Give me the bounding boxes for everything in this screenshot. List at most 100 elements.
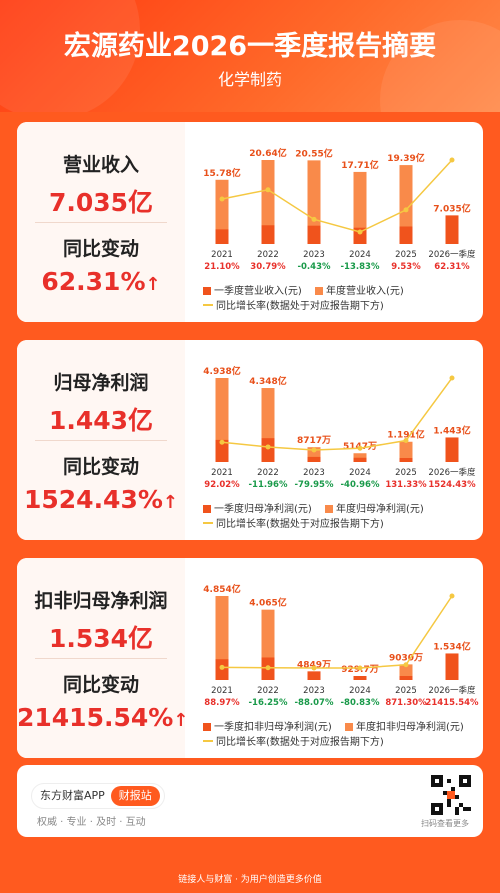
page-subtitle: 化学制药 [217, 70, 282, 89]
growth-point [403, 438, 409, 444]
growth-label: 1524.43% [428, 480, 476, 490]
change-value: 21415.54%↑ [17, 703, 188, 732]
revenue-card: 营业收入 7.035亿 同比变动 62.31%↑ 15.78亿 2021 21.10… [17, 122, 483, 322]
growth-label: 131.33% [385, 480, 427, 490]
value-label: 19.39亿 [387, 152, 424, 164]
q1-bar [445, 215, 459, 244]
category-label: 2024 [349, 686, 371, 696]
metric-value: 7.035亿 [48, 188, 154, 217]
legend-annual: 年度归母净利润(元) [336, 504, 424, 515]
annual-bar [261, 160, 275, 244]
q1-bar [353, 676, 367, 680]
chart-panel: 4.854亿 2021 88.97% 4.065亿 2022 -16.25% 4849万 20… [185, 558, 483, 758]
growth-label: -11.96% [249, 480, 288, 490]
category-label: 2023 [303, 686, 325, 696]
legend-swatch-growth [203, 522, 213, 524]
divider [35, 658, 167, 659]
growth-label: -40.96% [341, 480, 380, 490]
legend-growth: 同比增长率(数据处于对应报告期下方) [216, 737, 384, 748]
growth-point [403, 662, 409, 668]
change-value: 1524.43%↑ [17, 485, 185, 514]
legend-growth: 同比增长率(数据处于对应报告期下方) [216, 301, 384, 312]
value-label: 1.191亿 [387, 429, 424, 441]
growth-point [219, 196, 225, 202]
legend-swatch-q1 [203, 505, 211, 513]
growth-line [221, 595, 453, 669]
growth-label: 30.79% [250, 262, 286, 272]
value-label: 1.534亿 [433, 640, 470, 652]
chart-legend: 一季度归母净利润(元) 年度归母净利润(元) 同比增长率(数据处于对应报告期下方… [203, 500, 424, 530]
q1-bar [261, 225, 275, 244]
metric-block: 扣非归母净利润 1.534亿 [17, 586, 185, 655]
growth-point [219, 439, 225, 445]
growth-label: -16.25% [249, 698, 288, 708]
change-value: 62.31%↑ [17, 267, 185, 296]
q1-bar [399, 226, 413, 244]
legend-annual: 年度扣非归母净利润(元) [356, 722, 464, 733]
category-label: 2026一季度 [428, 249, 476, 260]
q1-bar [307, 225, 321, 244]
category-label: 2021 [211, 468, 233, 478]
q1-bar [215, 439, 229, 462]
change-number: 21415.54% [17, 703, 174, 732]
metric-label: 归母净利润 [53, 372, 149, 394]
growth-label: -0.43% [297, 262, 330, 272]
value-label: 8717万 [297, 435, 331, 446]
growth-point [311, 447, 317, 453]
annual-bar [353, 171, 367, 244]
metric-panel: 营业收入 7.035亿 同比变动 62.31%↑ [17, 122, 185, 322]
legend-swatch-q1 [203, 723, 211, 731]
category-label: 2021 [211, 686, 233, 696]
value-label: 4.854亿 [203, 583, 240, 595]
value-label: 17.71亿 [341, 159, 378, 171]
category-label: 2023 [303, 468, 325, 478]
annual-bar [353, 453, 367, 462]
legend-swatch-annual [315, 287, 323, 295]
q1-bar [353, 457, 367, 462]
qr-caption: 扫码查看更多 [421, 819, 469, 828]
category-label: 2022 [257, 250, 279, 260]
change-block: 同比变动 62.31%↑ [17, 234, 185, 296]
growth-point [311, 665, 317, 671]
value-label: 7.035亿 [433, 202, 470, 214]
legend-swatch-annual [325, 505, 333, 513]
q1-bar [445, 437, 459, 462]
growth-label: 62.31% [434, 262, 470, 272]
category-label: 2022 [257, 686, 279, 696]
growth-label: -80.83% [341, 698, 380, 708]
up-arrow-icon: ↑ [162, 492, 178, 513]
revenue-chart: 15.78亿 2021 21.10% 20.64亿 2022 30.79% 20.55亿 20… [203, 147, 476, 272]
app-name: 东方财富APP [40, 789, 105, 802]
footer-card: 东方财富APP 财报站 权威 · 专业 · 及时 · 互动 扫码查看更多 [17, 765, 483, 837]
growth-label: 92.02% [204, 480, 240, 490]
annual-bar [307, 160, 321, 244]
q1-bar [307, 456, 321, 462]
q1-bar [261, 438, 275, 462]
slogan: 权威 · 专业 · 及时 · 互动 [37, 817, 146, 828]
growth-point [219, 664, 225, 670]
metric-block: 归母净利润 1.443亿 [17, 368, 185, 437]
report-station-button[interactable]: 财报站 [110, 786, 160, 806]
chart-panel: 4.938亿 2021 92.02% 4.348亿 2022 -11.96% 8717万 20… [185, 340, 483, 540]
category-label: 2023 [303, 250, 325, 260]
category-label: 2026一季度 [428, 467, 476, 478]
legend-q1: 一季度营业收入(元) [214, 286, 302, 297]
growth-point [357, 445, 363, 451]
divider [35, 222, 167, 223]
q1-bar [445, 653, 459, 680]
page-title: 宏源药业2026一季度报告摘要 [63, 31, 437, 62]
metric-value: 1.534亿 [48, 624, 154, 653]
value-label: 4849万 [297, 659, 331, 670]
deducted-profit-card: 扣非归母净利润 1.534亿 同比变动 21415.54%↑ 4.854亿 202… [17, 558, 483, 758]
growth-label: -13.83% [341, 262, 380, 272]
value-label: 20.64亿 [249, 147, 286, 159]
value-label: 4.348亿 [249, 375, 286, 387]
category-label: 2025 [395, 468, 417, 478]
value-label: 15.78亿 [203, 167, 240, 179]
app-link[interactable]: 东方财富APP 财报站 [31, 783, 165, 809]
annual-bar [215, 179, 229, 244]
growth-label: -79.95% [295, 480, 334, 490]
qr-code-icon[interactable] [431, 775, 471, 815]
category-label: 2026一季度 [428, 685, 476, 696]
q1-bar [399, 676, 413, 680]
